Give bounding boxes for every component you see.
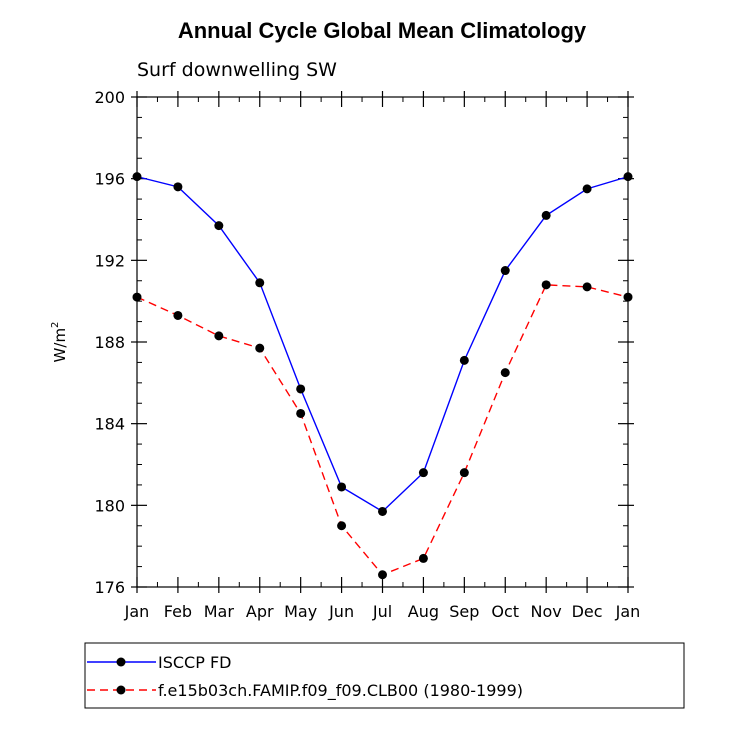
y-tick-label: 192 xyxy=(94,251,125,270)
legend: ISCCP FD f.e15b03ch.FAMIP.f09_f09.CLB00 (… xyxy=(87,653,523,701)
x-tick-label: Jan xyxy=(615,602,641,621)
series-2-point xyxy=(459,468,469,478)
y-axis-label: W/m2 xyxy=(50,322,69,363)
legend-label-2: f.e15b03ch.FAMIP.f09_f09.CLB00 (1980-199… xyxy=(158,681,523,701)
series-2-point xyxy=(378,570,387,580)
x-tick-label: Jan xyxy=(124,602,150,621)
x-tick-label: Feb xyxy=(164,602,192,621)
legend-box xyxy=(84,642,685,709)
x-tick-label: Oct xyxy=(491,602,519,621)
x-tick-label: Jun xyxy=(328,602,354,621)
y-tick-label: 184 xyxy=(94,415,125,434)
series-1-point xyxy=(500,266,510,276)
series-1-point xyxy=(296,384,306,394)
series-1-point xyxy=(582,184,592,194)
series-1-point xyxy=(132,172,142,182)
series-2-point xyxy=(500,368,510,378)
series-1-point xyxy=(623,172,633,182)
chart-subtitle: Surf downwelling SW xyxy=(137,59,337,81)
y-axis-label-text: W/m xyxy=(51,328,69,363)
y-tick-label: 180 xyxy=(94,496,125,515)
series-2-point xyxy=(214,331,224,341)
x-axis: Jan Feb Mar Apr May Jun Jul Aug Sep Oct Nov Dec Jan xyxy=(124,91,641,621)
series-1-point xyxy=(378,506,387,516)
series-2-point xyxy=(623,292,633,302)
x-tick-label: May xyxy=(284,602,317,621)
series-1-point xyxy=(214,221,224,231)
series-2-point xyxy=(418,553,428,563)
series-2-point xyxy=(582,282,592,292)
series-2-point xyxy=(132,292,142,302)
x-tick-label: Aug xyxy=(408,602,439,621)
x-tick-label: Nov xyxy=(531,602,562,621)
series-1-point xyxy=(541,210,551,220)
series-2-point xyxy=(541,280,551,290)
series-2-point xyxy=(296,408,306,418)
series-2-point xyxy=(337,521,347,531)
y-tick-label: 176 xyxy=(94,578,125,597)
minor-ticks xyxy=(137,97,628,587)
x-tick-label: Dec xyxy=(572,602,603,621)
x-tick-label: Mar xyxy=(204,602,235,621)
series-line-2 xyxy=(136,284,629,576)
y-tick-label: 188 xyxy=(94,333,125,352)
legend-marker-1 xyxy=(116,657,126,667)
y-tick-label: 196 xyxy=(94,170,125,189)
x-tick-label: Sep xyxy=(449,602,479,621)
y-tick-label: 200 xyxy=(94,88,125,107)
y-axis: 176 180 184 188 192 196 200 xyxy=(94,88,634,597)
x-tick-label: Jul xyxy=(372,602,392,621)
x-tick-label: Apr xyxy=(246,602,274,621)
legend-marker-2 xyxy=(116,685,126,695)
series-2-point xyxy=(173,310,183,320)
series-1-point xyxy=(173,182,183,192)
series-1-point xyxy=(337,482,347,492)
series-2-point xyxy=(255,343,265,353)
legend-label-1: ISCCP FD xyxy=(158,653,231,672)
series-layer xyxy=(132,172,633,580)
series-1-point xyxy=(459,355,469,365)
series-1-point xyxy=(418,468,428,478)
series-line-1 xyxy=(136,175,629,513)
series-1-point xyxy=(255,278,265,288)
chart-title: Annual Cycle Global Mean Climatology xyxy=(178,18,587,43)
y-axis-label-superscript: 2 xyxy=(50,322,61,328)
